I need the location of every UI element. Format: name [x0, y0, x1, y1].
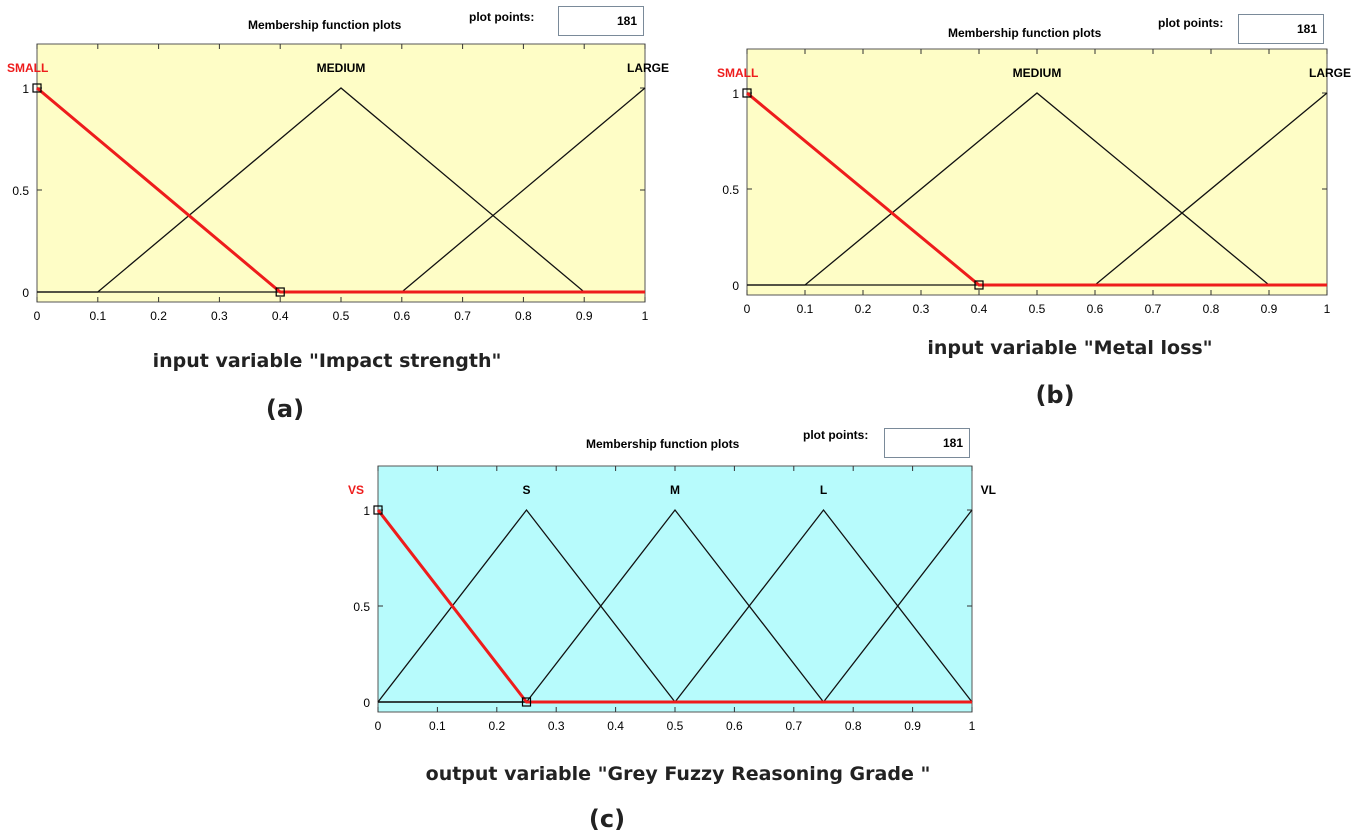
panel-a-plot-points-input[interactable]: 181 — [558, 6, 644, 36]
panel-b-plot-points-label: plot points: — [1158, 16, 1224, 30]
vertex-marker — [742, 88, 752, 98]
panel-b-label: (b) — [1035, 381, 1075, 409]
panel-a-xlabel: input variable "Impact strength" — [152, 350, 502, 372]
x-tick-label: 0.4 — [607, 719, 624, 733]
panel-a-plot-points-label: plot points: — [469, 10, 535, 24]
panel-b-xlabel: input variable "Metal loss" — [927, 337, 1213, 359]
plot-area — [746, 48, 1328, 296]
x-tick-label: 0.2 — [855, 302, 872, 316]
mf-label-small: SMALL — [7, 61, 48, 75]
panel-c-plot-points-label: plot points: — [803, 428, 869, 442]
mf-label-m: M — [670, 483, 680, 497]
x-tick-label: 0.1 — [429, 719, 446, 733]
x-tick-label: 0.8 — [515, 309, 532, 323]
mf-label-s: S — [522, 483, 530, 497]
x-tick-label: 0.5 — [333, 309, 350, 323]
x-tick-label: 0.5 — [667, 719, 684, 733]
x-tick-label: 0.9 — [576, 309, 593, 323]
panel-a-header: Membership function plots — [248, 18, 402, 32]
y-tick-label: 1 — [732, 87, 739, 101]
panel-c-xlabel: output variable "Grey Fuzzy Reasoning Gr… — [425, 763, 931, 785]
x-tick-label: 0.4 — [272, 309, 289, 323]
x-tick-label: 0.6 — [1087, 302, 1104, 316]
vertex-marker — [32, 83, 42, 93]
x-tick-label: 0.9 — [1261, 302, 1278, 316]
vertex-marker — [521, 697, 532, 707]
mf-line-small — [746, 91, 1327, 287]
x-tick-label: 0.8 — [1203, 302, 1220, 316]
x-tick-label: 0.1 — [797, 302, 814, 316]
x-tick-label: 0 — [34, 309, 41, 323]
mf-label-small: SMALL — [717, 66, 758, 80]
x-tick-label: 0.3 — [548, 719, 565, 733]
mf-label-vs: VS — [348, 483, 364, 497]
panel-a-label: (a) — [265, 395, 305, 423]
mf-line-small — [36, 86, 645, 294]
panel-b-header: Membership function plots — [948, 26, 1102, 40]
panel-a-chart: 0 0.1 0.2 0.3 0.4 0.5 0.6 0.7 0.8 0.9 1 0 0.5 1 SMALL M… — [7, 43, 669, 323]
x-tick-label: 0.8 — [845, 719, 862, 733]
y-tick-label: 0 — [22, 286, 29, 300]
mf-label-medium: MEDIUM — [317, 61, 366, 75]
panel-c-header: Membership function plots — [586, 437, 740, 451]
x-tick-label: 0.7 — [454, 309, 471, 323]
panel-c-chart: 0 0.1 0.2 0.3 0.4 0.5 0.6 0.7 0.8 0.9 1 0 0.5 1 VS S M L V… — [348, 465, 996, 733]
plot-area — [377, 465, 973, 713]
mf-label-medium: MEDIUM — [1013, 66, 1062, 80]
x-tick-label: 0.7 — [785, 719, 802, 733]
x-tick-label: 0.2 — [488, 719, 505, 733]
vertex-marker — [373, 505, 383, 515]
x-tick-label: 0.3 — [211, 309, 228, 323]
y-tick-label: 0 — [363, 696, 370, 710]
vertex-marker — [275, 287, 285, 297]
x-tick-label: 0.3 — [913, 302, 930, 316]
x-tick-label: 0 — [375, 719, 382, 733]
vertex-marker — [974, 280, 984, 290]
mf-label-l: L — [820, 483, 827, 497]
mf-label-large: LARGE — [1309, 66, 1351, 80]
mf-line-vs — [376, 509, 972, 704]
y-tick-label: 1 — [22, 82, 29, 96]
x-tick-label: 0.7 — [1145, 302, 1162, 316]
y-tick-label: 1 — [363, 504, 370, 518]
plot-area — [36, 43, 646, 303]
panel-c-plot-points-input[interactable]: 181 — [884, 428, 970, 458]
x-tick-label: 0 — [744, 302, 751, 316]
x-tick-label: 1 — [969, 719, 976, 733]
x-tick-label: 0.1 — [89, 309, 106, 323]
y-tick-label: 0.5 — [722, 183, 739, 197]
x-tick-label: 0.2 — [150, 309, 167, 323]
mf-label-vl: VL — [981, 483, 996, 497]
mf-label-large: LARGE — [627, 61, 669, 75]
x-tick-label: 1 — [642, 309, 649, 323]
x-tick-label: 0.6 — [393, 309, 410, 323]
y-tick-label: 0 — [732, 279, 739, 293]
x-tick-label: 0.9 — [904, 719, 921, 733]
panel-c-label: (c) — [588, 805, 626, 833]
y-tick-label: 0.5 — [12, 184, 29, 198]
panel-b-plot-points-input[interactable]: 181 — [1238, 14, 1324, 44]
x-tick-label: 0.6 — [726, 719, 743, 733]
y-tick-label: 0.5 — [353, 600, 370, 614]
x-tick-label: 1 — [1324, 302, 1331, 316]
x-tick-label: 0.5 — [1029, 302, 1046, 316]
panel-b-chart: 0 0.1 0.2 0.3 0.4 0.5 0.6 0.7 0.8 0.9 1 0 0.5 1 SMALL M… — [717, 48, 1351, 316]
x-tick-label: 0.4 — [971, 302, 988, 316]
